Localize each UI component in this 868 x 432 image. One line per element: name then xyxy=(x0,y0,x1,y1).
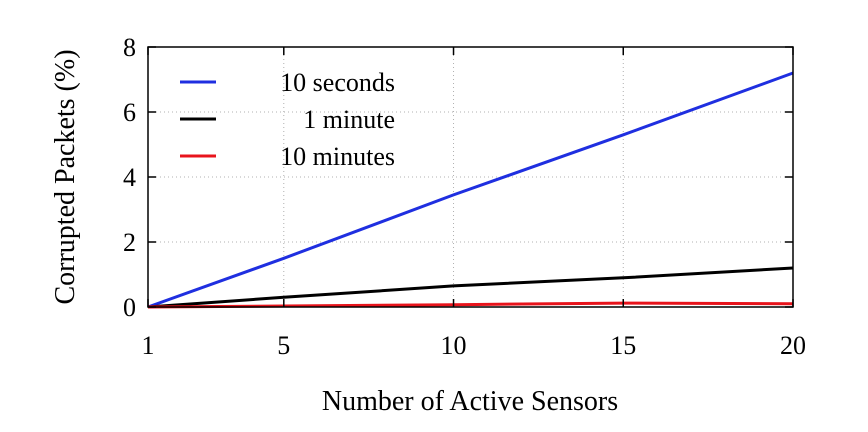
legend-label-1-minute: 1 minute xyxy=(303,105,395,134)
y-axis-label: Corrupted Packets (%) xyxy=(50,49,81,304)
x-axis-label: Number of Active Sensors xyxy=(322,386,618,417)
x-tick-label: 15 xyxy=(610,331,636,360)
x-tick-label: 5 xyxy=(277,331,290,360)
y-tick-label: 0 xyxy=(123,293,136,322)
grid xyxy=(148,47,793,307)
x-tick-labels: 1 5 10 15 20 xyxy=(142,331,807,360)
x-tick-label: 10 xyxy=(441,331,467,360)
y-tick-label: 2 xyxy=(123,228,136,257)
legend-label-10-minutes: 10 minutes xyxy=(280,142,395,171)
x-tick-label: 20 xyxy=(780,331,806,360)
y-tick-label: 6 xyxy=(123,98,136,127)
y-tick-label: 8 xyxy=(123,33,136,62)
x-tick-label: 1 xyxy=(142,331,155,360)
series-line-10-seconds xyxy=(147,71,794,309)
y-tick-labels: 0 2 4 6 8 xyxy=(123,33,136,322)
series-line-1-minute xyxy=(147,266,794,309)
axis-ticks xyxy=(147,46,794,308)
legend-label-10-seconds: 10 seconds xyxy=(280,68,395,97)
legend: 10 seconds 1 minute 10 minutes xyxy=(180,68,395,171)
y-tick-label: 4 xyxy=(123,163,136,192)
series-lines xyxy=(147,71,794,309)
